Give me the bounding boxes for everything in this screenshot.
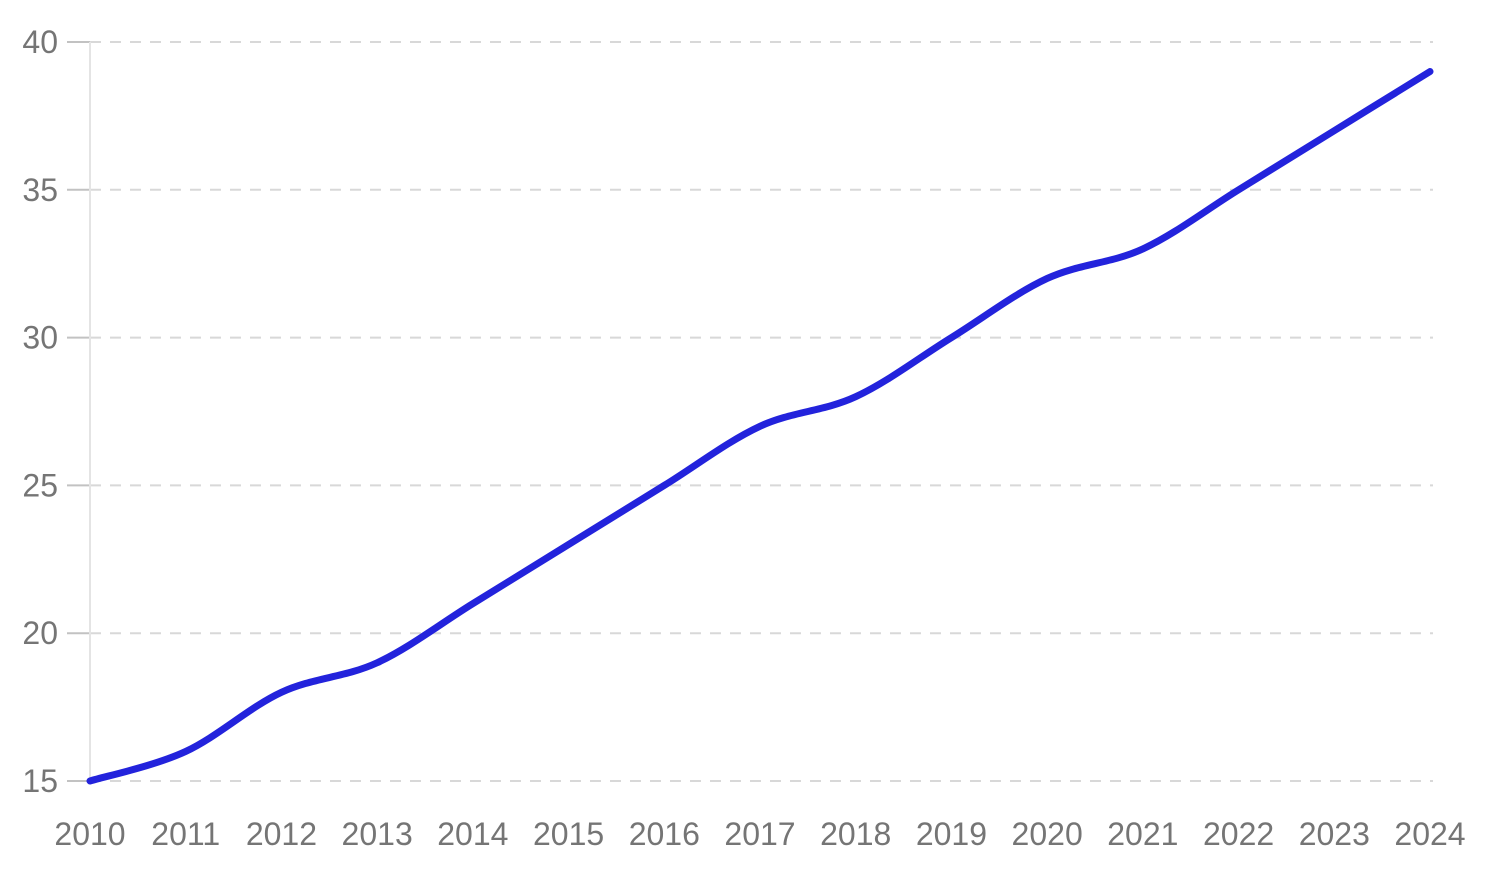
x-axis-label: 2013 — [342, 816, 413, 852]
y-axis-label: 20 — [22, 615, 58, 651]
x-axis-label: 2016 — [629, 816, 700, 852]
x-axis-label: 2011 — [151, 816, 220, 852]
x-axis-label: 2015 — [533, 816, 604, 852]
x-axis-label: 2020 — [1012, 816, 1083, 852]
y-axis-label: 25 — [22, 467, 58, 503]
y-axis-label: 15 — [22, 763, 58, 799]
x-axis-label: 2019 — [916, 816, 987, 852]
x-axis-label: 2021 — [1107, 816, 1178, 852]
x-axis-label: 2017 — [724, 816, 795, 852]
x-axis-label: 2014 — [437, 816, 508, 852]
data-line — [86, 68, 1434, 785]
y-axis-label: 40 — [22, 24, 58, 60]
y-axis-label: 30 — [22, 320, 58, 356]
x-axis-label: 2022 — [1203, 816, 1274, 852]
y-axis-label: 35 — [22, 172, 58, 208]
x-axis-label: 2023 — [1299, 816, 1370, 852]
x-axis-label: 2012 — [246, 816, 317, 852]
x-axis-label: 2018 — [820, 816, 891, 852]
x-axis-label: 2024 — [1394, 816, 1465, 852]
x-axis-label: 2010 — [54, 816, 125, 852]
